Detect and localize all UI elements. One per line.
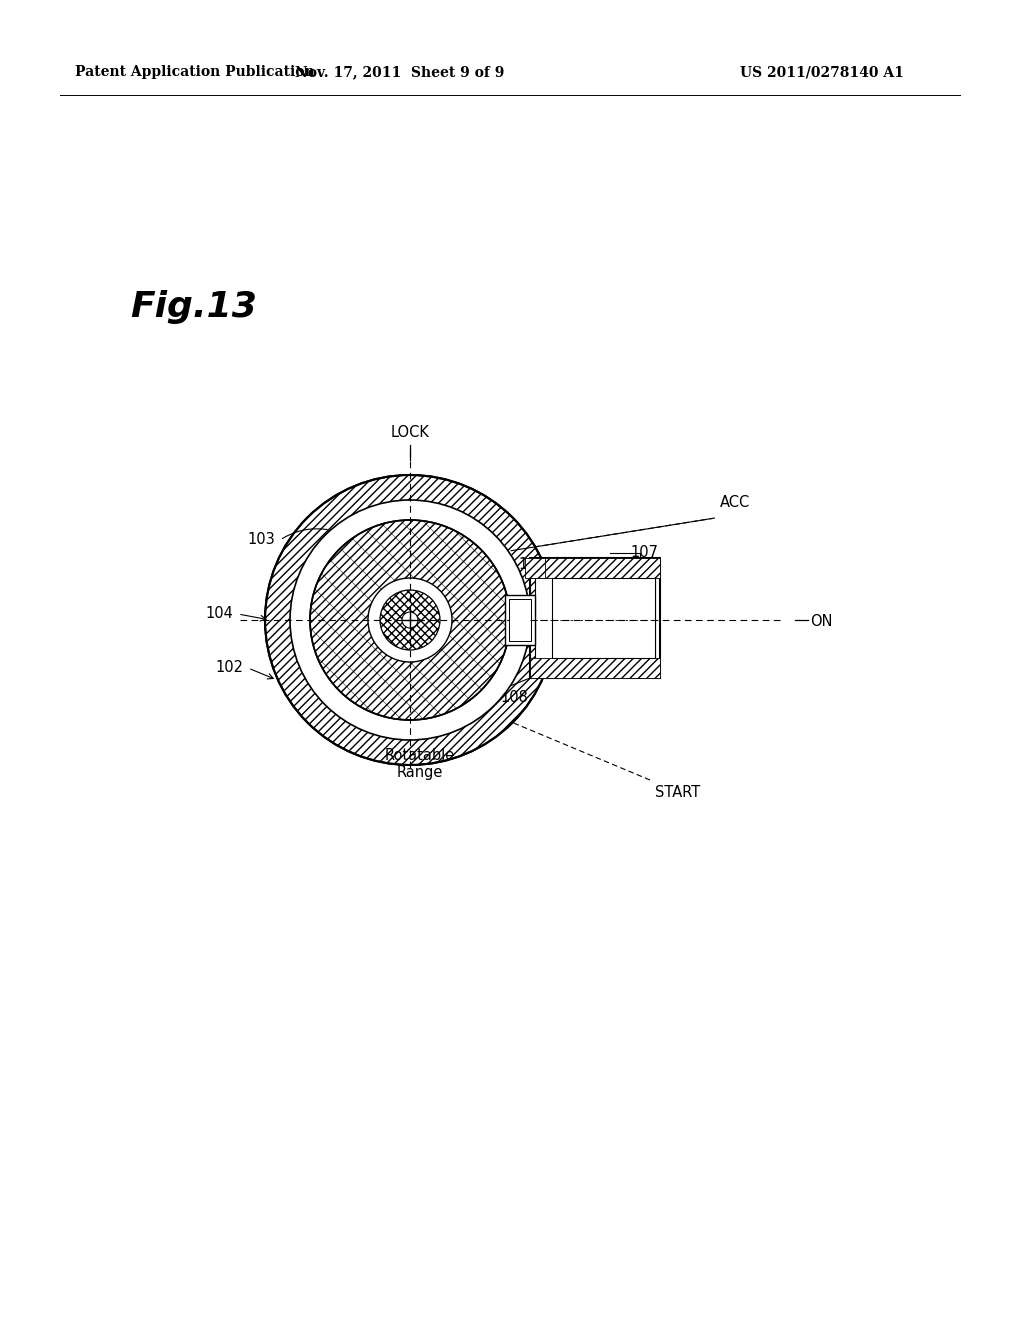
Bar: [530, 657, 660, 678]
Text: ON: ON: [810, 615, 833, 630]
Text: LOCK: LOCK: [390, 425, 429, 440]
Circle shape: [368, 578, 452, 663]
Text: Fig.13: Fig.13: [130, 290, 257, 323]
Circle shape: [265, 475, 555, 766]
Circle shape: [402, 612, 418, 628]
Circle shape: [310, 520, 510, 719]
Text: 119: 119: [368, 513, 395, 528]
Text: 107: 107: [630, 545, 658, 560]
Text: START: START: [655, 785, 700, 800]
Text: 103: 103: [247, 532, 275, 548]
Bar: [530, 558, 660, 678]
Text: 102: 102: [215, 660, 243, 676]
Bar: [505, 595, 535, 645]
Bar: [525, 558, 545, 578]
Text: US 2011/0278140 A1: US 2011/0278140 A1: [740, 65, 904, 79]
Bar: [530, 558, 660, 578]
Bar: [552, 578, 655, 657]
Circle shape: [380, 590, 440, 649]
Text: 111: 111: [518, 557, 546, 572]
Circle shape: [290, 500, 530, 741]
Text: 104: 104: [205, 606, 233, 622]
Text: Patent Application Publication: Patent Application Publication: [75, 65, 314, 79]
Bar: [535, 564, 655, 673]
Text: 108: 108: [500, 690, 528, 705]
Text: Nov. 17, 2011  Sheet 9 of 9: Nov. 17, 2011 Sheet 9 of 9: [295, 65, 505, 79]
Text: ACC: ACC: [720, 495, 751, 510]
Bar: [509, 599, 531, 642]
Text: Rotatable
Range: Rotatable Range: [385, 748, 455, 780]
